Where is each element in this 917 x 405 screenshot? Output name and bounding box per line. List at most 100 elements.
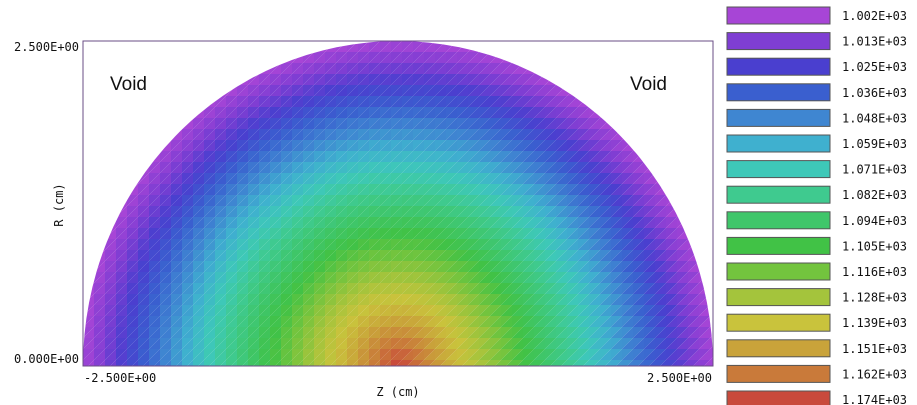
field-cell [633, 250, 644, 261]
field-cell [402, 250, 413, 261]
field-cell [413, 349, 424, 360]
field-cell [534, 162, 545, 173]
field-cell [446, 74, 457, 85]
field-cell [248, 283, 259, 294]
field-cell [402, 349, 413, 360]
field-cell [116, 173, 127, 184]
field-cell [589, 228, 600, 239]
field-cell [204, 85, 215, 96]
field-cell [336, 140, 347, 151]
x-axis-label: Z (cm) [376, 385, 419, 399]
field-cell [182, 107, 193, 118]
field-cell [644, 151, 655, 162]
field-cell [149, 217, 160, 228]
field-cell [347, 305, 358, 316]
field-cell [336, 151, 347, 162]
field-cell [545, 96, 556, 107]
field-cell [160, 371, 171, 382]
field-cell [358, 228, 369, 239]
legend-label: 1.128E+03 [842, 291, 907, 305]
field-cell [182, 239, 193, 250]
field-cell [358, 162, 369, 173]
field-cell [380, 74, 391, 85]
field-cell [325, 371, 336, 382]
field-cell [369, 162, 380, 173]
field-cell [413, 52, 424, 63]
field-cell [171, 162, 182, 173]
field-cell [270, 206, 281, 217]
field-cell [446, 184, 457, 195]
field-cell [622, 371, 633, 382]
field-cell [567, 228, 578, 239]
field-cell [457, 173, 468, 184]
field-cell [589, 129, 600, 140]
field-cell [534, 52, 545, 63]
field-cell [567, 74, 578, 85]
field-cell [490, 129, 501, 140]
field-cell [501, 63, 512, 74]
field-cell [369, 261, 380, 272]
field-cell [325, 118, 336, 129]
field-cell [292, 217, 303, 228]
field-cell [303, 41, 314, 52]
field-cell [644, 140, 655, 151]
field-cell [149, 261, 160, 272]
field-cell [281, 63, 292, 74]
field-cell [523, 74, 534, 85]
field-cell [303, 250, 314, 261]
field-cell [468, 371, 479, 382]
field-cell [237, 85, 248, 96]
field-cell [259, 371, 270, 382]
field-cell [237, 206, 248, 217]
field-cell [226, 140, 237, 151]
field-cell [369, 316, 380, 327]
field-cell [688, 327, 699, 338]
field-cell [105, 206, 116, 217]
field-cell [281, 228, 292, 239]
field-cell [193, 85, 204, 96]
field-cell [193, 371, 204, 382]
field-cell [578, 173, 589, 184]
field-cell [204, 239, 215, 250]
field-cell [215, 338, 226, 349]
field-cell [545, 184, 556, 195]
field-cell [446, 349, 457, 360]
field-cell [644, 206, 655, 217]
field-cell [380, 371, 391, 382]
field-cell [677, 206, 688, 217]
field-cell [347, 327, 358, 338]
field-cell [644, 338, 655, 349]
field-cell [325, 349, 336, 360]
field-cell [512, 195, 523, 206]
field-cell [171, 107, 182, 118]
field-cell [149, 349, 160, 360]
field-cell [710, 305, 713, 316]
field-cell [391, 129, 402, 140]
field-cell [622, 162, 633, 173]
field-cell [545, 195, 556, 206]
field-cell [457, 349, 468, 360]
field-cell [655, 173, 666, 184]
field-cell [677, 272, 688, 283]
field-cell [457, 327, 468, 338]
field-cell [204, 316, 215, 327]
field-cell [490, 228, 501, 239]
field-cell [149, 316, 160, 327]
field-cell [127, 162, 138, 173]
field-cell [193, 272, 204, 283]
field-cell [226, 305, 237, 316]
field-cell [523, 52, 534, 63]
field-cell [611, 305, 622, 316]
field-cell [699, 261, 710, 272]
field-cell [600, 338, 611, 349]
field-cell [347, 74, 358, 85]
field-cell [468, 327, 479, 338]
field-cell [611, 118, 622, 129]
field-cell [622, 129, 633, 140]
field-cell [380, 283, 391, 294]
field-cell [314, 96, 325, 107]
field-cell [325, 195, 336, 206]
field-cell [567, 338, 578, 349]
field-cell [666, 305, 677, 316]
field-cell [446, 96, 457, 107]
